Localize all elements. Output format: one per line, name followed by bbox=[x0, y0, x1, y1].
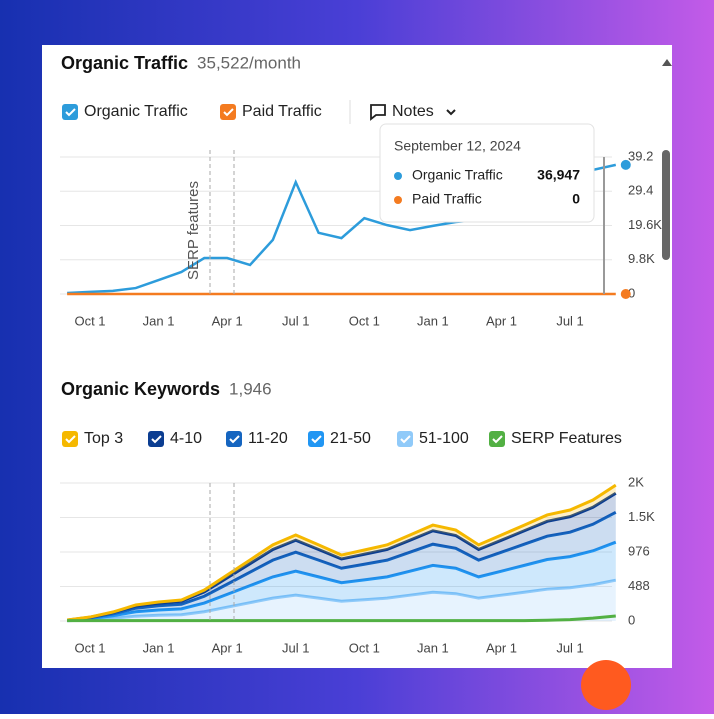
y-tick-label: 9.8K bbox=[628, 251, 655, 266]
collapse-arrow[interactable] bbox=[662, 59, 672, 66]
chart-title: Organic Traffic bbox=[61, 53, 188, 73]
x-tick-label: Apr 1 bbox=[212, 313, 243, 328]
tooltip-date: September 12, 2024 bbox=[394, 138, 521, 154]
x-tick-label: Jan 1 bbox=[143, 313, 175, 328]
x-tick-label: Jul 1 bbox=[282, 313, 309, 328]
x-tick-label: Apr 1 bbox=[486, 313, 517, 328]
tooltip-label: Organic Traffic bbox=[412, 167, 503, 183]
area-line bbox=[66, 510, 617, 622]
legend-checkbox[interactable] bbox=[489, 431, 505, 447]
x-tick-label: Oct 1 bbox=[74, 313, 105, 328]
x-tick-label: Jan 1 bbox=[143, 640, 175, 655]
tooltip-dot bbox=[394, 196, 402, 204]
legend-checkbox[interactable] bbox=[308, 431, 324, 447]
x-tick-label: Jan 1 bbox=[417, 640, 449, 655]
area-fill bbox=[67, 580, 616, 621]
y-tick-label: 0 bbox=[628, 612, 635, 627]
hover-dot bbox=[620, 289, 631, 299]
tooltip-label: Paid Traffic bbox=[412, 191, 482, 207]
series-line bbox=[67, 614, 616, 623]
hover-dot bbox=[620, 159, 631, 170]
chart-subtitle: 35,522/month bbox=[197, 53, 301, 72]
y-tick-label: 39.2 bbox=[628, 148, 653, 163]
notes-icon[interactable] bbox=[370, 104, 386, 121]
legend-check[interactable] bbox=[492, 435, 503, 444]
notes-button[interactable]: Notes bbox=[392, 103, 434, 120]
legend-checkbox[interactable] bbox=[148, 431, 164, 447]
legend-checkbox[interactable] bbox=[397, 431, 413, 447]
y-tick-label: 976 bbox=[628, 543, 650, 558]
x-tick-label: Jan 1 bbox=[417, 313, 449, 328]
legend-check[interactable] bbox=[65, 108, 76, 117]
legend-check[interactable] bbox=[151, 435, 162, 444]
area-fill bbox=[67, 512, 616, 621]
x-tick-label: Apr 1 bbox=[486, 640, 517, 655]
tooltip: September 12, 2024 Organic Traffic 36,947… bbox=[379, 123, 595, 223]
y-tick-label: 2K bbox=[628, 474, 644, 489]
area-line bbox=[67, 540, 617, 622]
legend-checkbox[interactable] bbox=[226, 431, 242, 447]
x-tick-label: Oct 1 bbox=[349, 640, 380, 655]
y-tick-label: 19.6K bbox=[628, 217, 662, 232]
legend-label[interactable]: 21-50 bbox=[330, 430, 371, 447]
x-tick-label: Jul 1 bbox=[556, 313, 583, 328]
legend-check[interactable] bbox=[65, 435, 76, 444]
y-tick-label: 488 bbox=[628, 578, 650, 593]
legend-checkbox[interactable] bbox=[62, 104, 78, 120]
area-line bbox=[66, 483, 617, 622]
x-tick-label: Apr 1 bbox=[212, 640, 243, 655]
tooltip-value: 36,947 bbox=[537, 167, 580, 183]
chart-subtitle: 1,946 bbox=[229, 379, 272, 398]
legend-label[interactable]: Organic Traffic bbox=[84, 103, 188, 120]
annotation: SERP features bbox=[185, 181, 202, 280]
legend-check[interactable] bbox=[223, 108, 234, 117]
legend-check[interactable] bbox=[311, 435, 322, 444]
legend-label[interactable]: 4-10 bbox=[170, 430, 202, 447]
notes-caret[interactable] bbox=[446, 109, 456, 116]
tooltip-value: 0 bbox=[572, 191, 580, 207]
tooltip-box bbox=[379, 123, 595, 223]
legend-label[interactable]: Paid Traffic bbox=[242, 103, 322, 120]
legend-checkbox[interactable] bbox=[62, 431, 78, 447]
y-tick-label: 29.4 bbox=[628, 183, 653, 198]
legend-label[interactable]: SERP Features bbox=[511, 430, 622, 447]
x-tick-label: Oct 1 bbox=[74, 640, 105, 655]
area-line bbox=[67, 578, 617, 623]
x-tick-label: Jul 1 bbox=[282, 640, 309, 655]
x-tick-label: Jul 1 bbox=[556, 640, 583, 655]
tooltip-dot bbox=[394, 172, 402, 180]
legend-label[interactable]: Top 3 bbox=[84, 430, 123, 447]
chart-title: Organic Keywords bbox=[61, 379, 220, 399]
legend-check[interactable] bbox=[400, 435, 411, 444]
area-fill bbox=[67, 542, 616, 621]
legend-check[interactable] bbox=[229, 435, 240, 444]
legend-label[interactable]: 11-20 bbox=[248, 430, 288, 447]
legend-checkbox[interactable] bbox=[220, 104, 236, 120]
charts: Organic Traffic 35,522/month Organic Traff… bbox=[60, 53, 662, 655]
scrollbar[interactable] bbox=[662, 150, 670, 260]
legend-label[interactable]: 51-100 bbox=[419, 430, 469, 447]
y-tick-label: 0 bbox=[628, 285, 635, 300]
x-tick-label: Oct 1 bbox=[349, 313, 380, 328]
y-tick-label: 1.5K bbox=[628, 509, 655, 524]
fab[interactable] bbox=[581, 660, 631, 710]
